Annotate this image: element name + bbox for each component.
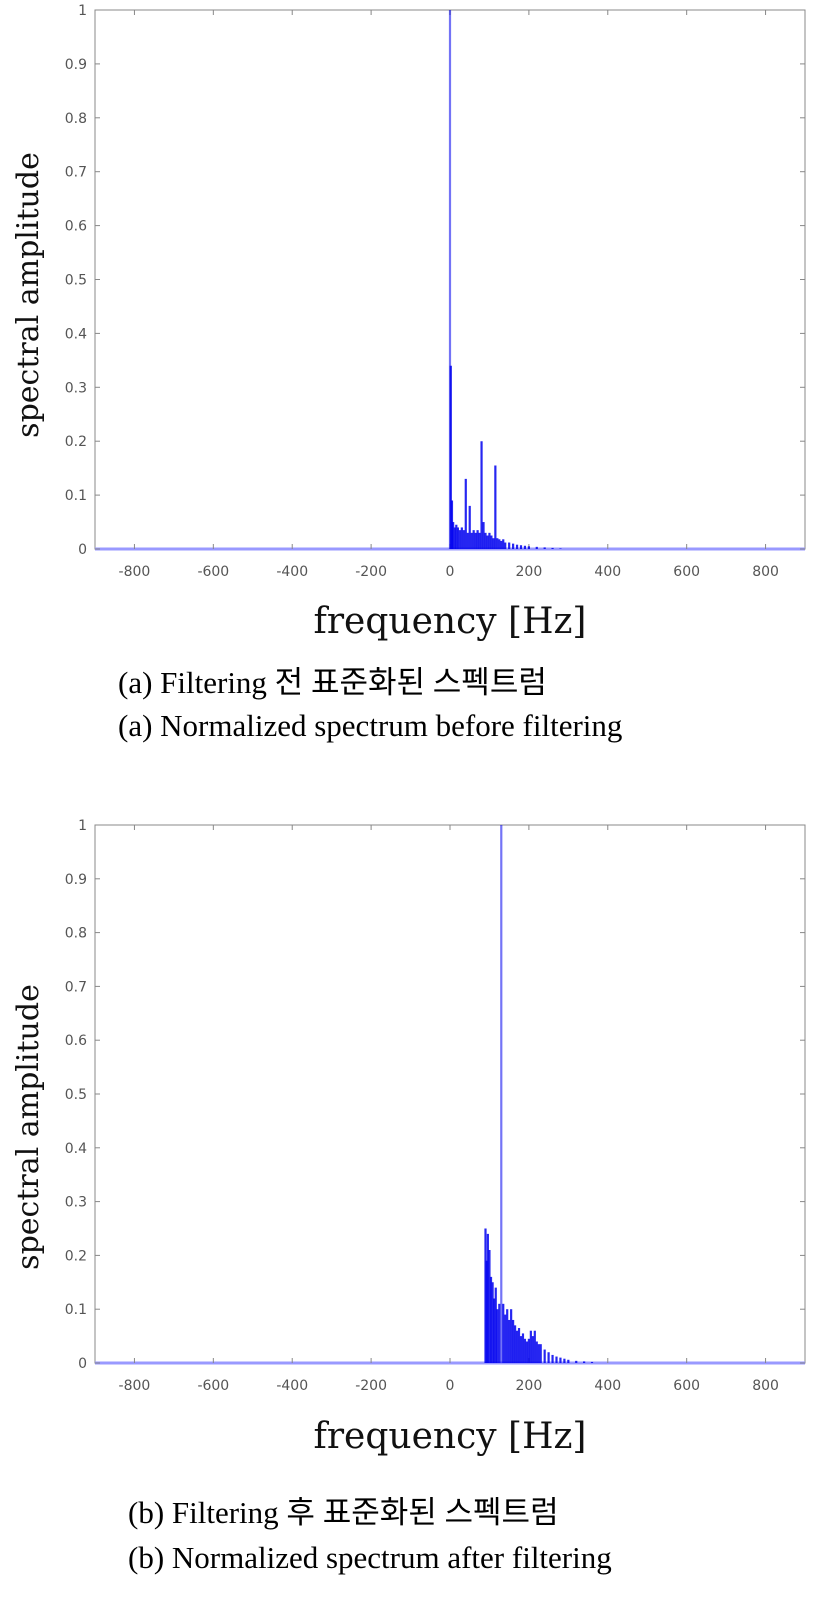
x-tick-label: 200 xyxy=(516,564,543,580)
y-tick-label: 0.5 xyxy=(65,1087,87,1103)
chart-panel-a: 0 0.1 0.2 0.3 0.4 0.5 0.6 0.7 0.8 0.9 1 -800 -600 -40… xyxy=(11,3,806,743)
x-tick-label: 800 xyxy=(752,564,779,580)
x-axis-label: frequency [Hz] xyxy=(314,1416,587,1457)
x-tick-label: 800 xyxy=(752,1378,779,1394)
y-tick-label: 0.6 xyxy=(65,219,87,235)
x-tick-label: -400 xyxy=(276,1378,308,1394)
x-tick-label: -600 xyxy=(197,564,229,580)
x-tick-label: -200 xyxy=(355,1378,387,1394)
y-tick-label: 0.8 xyxy=(65,111,87,127)
y-tick-label: 0.4 xyxy=(65,1141,87,1157)
y-tick-label: 0.3 xyxy=(65,1195,87,1211)
y-tick-label: 0.1 xyxy=(65,1302,87,1318)
x-tick-label: -200 xyxy=(355,564,387,580)
y-tick-label: 0 xyxy=(78,542,87,558)
y-tick-label: 0.8 xyxy=(65,926,87,942)
y-tick-label: 0.9 xyxy=(65,57,87,73)
x-tick-label: -800 xyxy=(119,1378,151,1394)
y-tick-label: 0 xyxy=(78,1356,87,1372)
y-tick-label: 0.6 xyxy=(65,1033,87,1049)
x-tick-label: -400 xyxy=(276,564,308,580)
x-tick-label: 400 xyxy=(594,564,621,580)
y-tick-label: 0.7 xyxy=(65,165,87,181)
y-tick-label: 0.2 xyxy=(65,434,87,450)
y-axis-label: spectral amplitude xyxy=(11,152,46,438)
y-tick-label: 1 xyxy=(78,3,87,19)
y-tick-label: 0.5 xyxy=(65,273,87,289)
y-tick-label: 1 xyxy=(78,818,87,834)
y-tick-label: 0.4 xyxy=(65,326,87,342)
y-axis-label: spectral amplitude xyxy=(11,984,46,1270)
y-tick-label: 0.3 xyxy=(65,380,87,396)
caption-english-a: (a) Normalized spectrum before filtering xyxy=(118,708,623,743)
x-tick-label: -800 xyxy=(119,564,151,580)
y-tick-label: 0.9 xyxy=(65,872,87,888)
y-tick-label: 0.1 xyxy=(65,488,87,504)
y-tick-label: 0.7 xyxy=(65,979,87,995)
x-tick-label: -600 xyxy=(197,1378,229,1394)
chart-panel-b: 0 0.1 0.2 0.3 0.4 0.5 0.6 0.7 0.8 0.9 1 -800 -600 -40… xyxy=(0,800,827,1600)
x-axis-label: frequency [Hz] xyxy=(314,601,587,642)
caption-korean-b: (b) Filtering 후 표준화된 스펙트럼 xyxy=(128,1495,559,1530)
plot-frame xyxy=(94,824,806,1364)
spectrum-chart-a: 0 0.1 0.2 0.3 0.4 0.5 0.6 0.7 0.8 0.9 1 -800 -600 -40… xyxy=(11,3,806,642)
x-tick-label: 0 xyxy=(446,564,455,580)
caption-english-b: (b) Normalized spectrum after filtering xyxy=(128,1540,612,1575)
x-tick-label: 600 xyxy=(673,1378,700,1394)
spectrum-chart-b: 0 0.1 0.2 0.3 0.4 0.5 0.6 0.7 0.8 0.9 1 -800 -600 -40… xyxy=(11,818,806,1457)
x-tick-label: 0 xyxy=(446,1378,455,1394)
caption-korean-a: (a) Filtering 전 표준화된 스펙트럼 xyxy=(118,665,547,700)
y-tick-label: 0.2 xyxy=(65,1248,87,1264)
x-tick-label: 600 xyxy=(673,564,700,580)
x-tick-label: 200 xyxy=(516,1378,543,1394)
x-tick-label: 400 xyxy=(594,1378,621,1394)
